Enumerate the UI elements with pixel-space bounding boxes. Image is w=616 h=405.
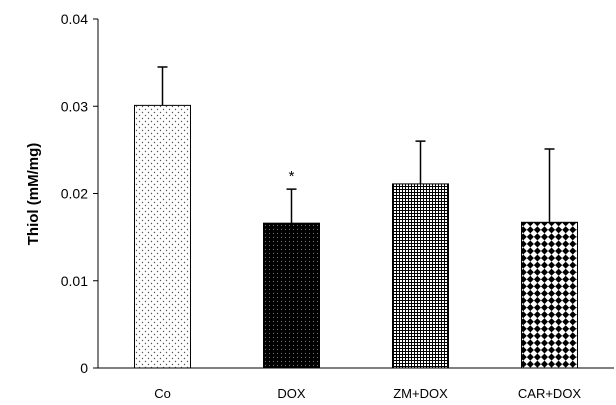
annotations-group: * <box>289 168 295 185</box>
bar-zm-dox <box>392 183 449 369</box>
x-tick-label: ZM+DOX <box>393 386 448 401</box>
y-tick-label: 0.03 <box>61 98 88 114</box>
y-tick-label: 0.02 <box>61 186 88 202</box>
x-tick-label: DOX <box>277 386 306 401</box>
y-tick-label: 0 <box>80 360 88 376</box>
bars-group <box>134 104 578 369</box>
x-axis-labels: Co DOX ZM+DOX CAR+DOX <box>154 386 581 401</box>
x-tick-label: CAR+DOX <box>518 386 582 401</box>
bar-co <box>134 104 191 369</box>
y-axis-title: Thiol (mM/mg) <box>25 143 42 245</box>
y-tick-label: 0.01 <box>61 273 88 289</box>
y-axis-ticks: 0 0.01 0.02 0.03 0.04 <box>61 11 98 376</box>
x-tick-label: Co <box>154 386 171 401</box>
y-tick-label: 0.04 <box>61 11 88 27</box>
significance-marker: * <box>289 168 295 185</box>
bar-dox <box>263 222 320 369</box>
error-bars-group <box>157 66 555 224</box>
bar-car-dox <box>521 221 578 369</box>
